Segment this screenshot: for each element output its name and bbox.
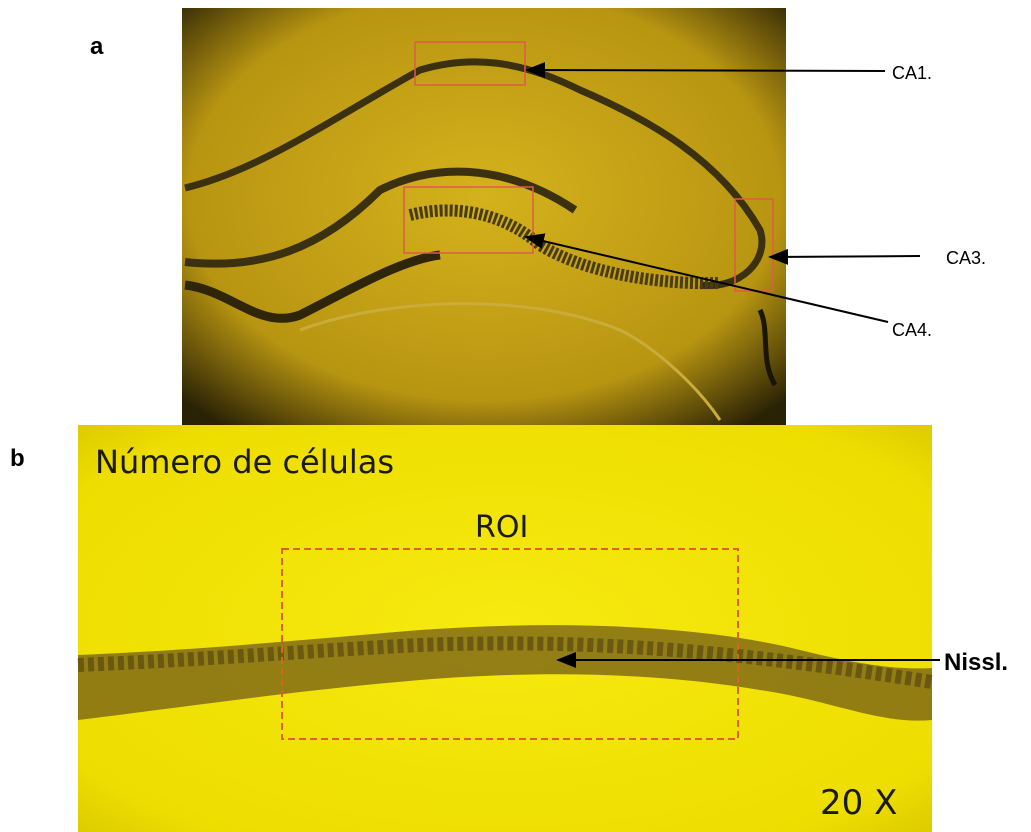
- roi-label: ROI: [475, 510, 528, 545]
- annotation: CA3.: [946, 248, 986, 268]
- figure: a CA1. CA3. CA4. b Número de células ROI…: [0, 0, 1031, 832]
- page: a CA1. CA3. CA4. b Número de células ROI…: [0, 0, 1031, 832]
- panel-label: a: [90, 33, 104, 60]
- panel-label: b: [10, 445, 25, 472]
- magnification: 20 X: [820, 783, 897, 823]
- annotation: CA4.: [892, 320, 932, 340]
- panel-b-image: [78, 425, 932, 832]
- annotation: CA1.: [892, 63, 932, 83]
- annotation: Nissl.: [944, 649, 1008, 676]
- image-title: Número de células: [95, 443, 394, 481]
